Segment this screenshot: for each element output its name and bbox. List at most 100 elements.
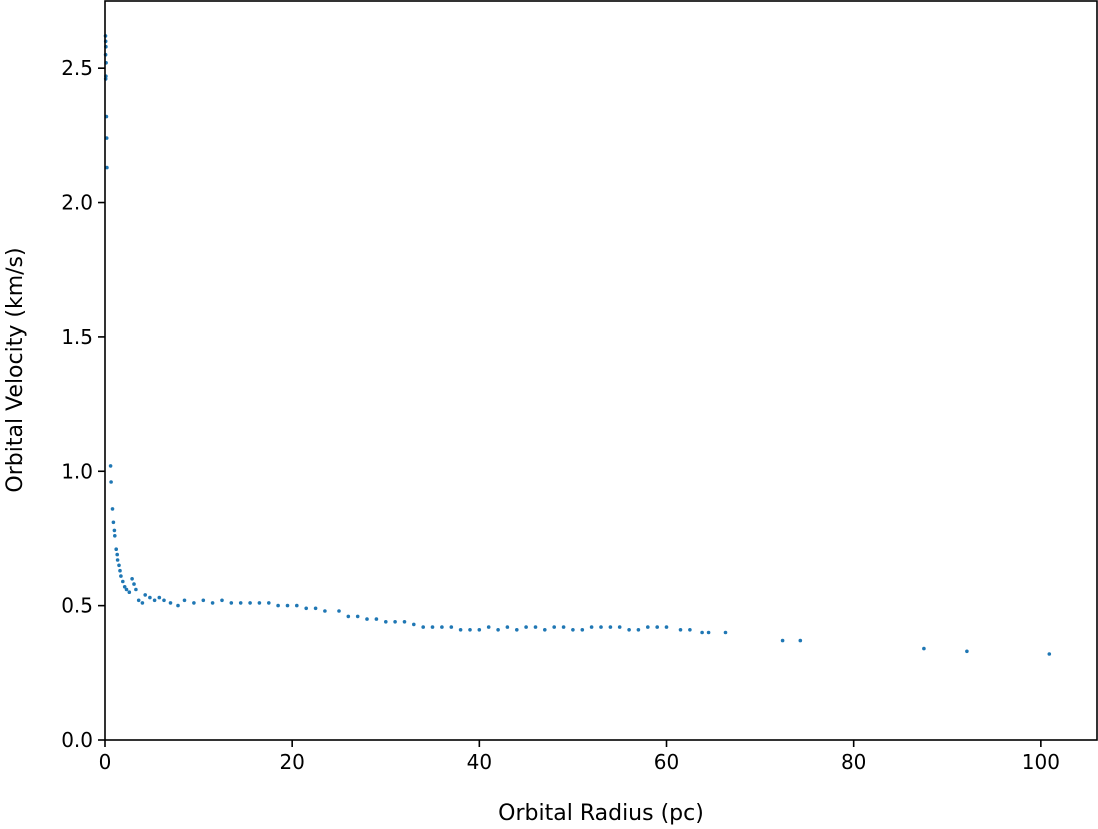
data-point [124, 587, 129, 592]
x-tick-label: 40 [467, 750, 492, 774]
data-point [267, 601, 271, 605]
data-point [176, 603, 180, 608]
data-point [965, 649, 969, 654]
data-point [580, 628, 585, 632]
data-point [798, 638, 803, 643]
data-point [323, 609, 327, 613]
data-point [313, 606, 318, 611]
data-point [458, 628, 463, 632]
data-point [355, 614, 360, 619]
data-point [276, 603, 280, 608]
data-point [109, 480, 113, 484]
data-point [285, 603, 290, 608]
data-point [561, 625, 566, 629]
data-point [113, 534, 117, 538]
data-point [121, 579, 125, 584]
data-point [105, 165, 109, 170]
data-point [723, 630, 728, 635]
data-point [136, 598, 141, 603]
data-point [688, 628, 692, 632]
data-point [440, 625, 444, 629]
data-point [486, 625, 491, 629]
data-point [168, 601, 173, 605]
plot-frame [104, 0, 1098, 741]
y-tick-label: 0.0 [61, 728, 93, 752]
data-point [248, 601, 252, 605]
data-point [477, 628, 482, 632]
data-point [238, 601, 243, 605]
data-point [496, 628, 500, 632]
y-tick-label: 0.5 [61, 594, 93, 618]
data-point [229, 601, 234, 605]
y-tick-label: 2.5 [61, 56, 93, 80]
data-point [337, 609, 341, 613]
data-point [108, 464, 113, 468]
data-points [103, 34, 1052, 656]
data-point [552, 625, 556, 629]
data-point [636, 628, 641, 632]
data-point [257, 601, 262, 605]
y-axis: 0.0 0.5 1.0 1.5 2.0 2.5 [61, 56, 105, 752]
data-point [110, 507, 115, 511]
data-point [119, 574, 123, 578]
data-point [112, 528, 117, 533]
data-point [115, 552, 119, 557]
y-tick-label: 2.0 [61, 191, 93, 215]
x-tick-label: 20 [279, 750, 304, 774]
data-point [664, 625, 669, 629]
data-point [646, 625, 650, 629]
data-point [384, 620, 388, 624]
data-point [571, 628, 575, 632]
data-point [201, 598, 206, 603]
data-point [402, 620, 407, 624]
data-point [117, 563, 121, 568]
data-point [515, 628, 519, 632]
data-point [304, 606, 309, 611]
x-tick-label: 60 [654, 750, 679, 774]
data-point [148, 595, 152, 600]
data-point [543, 628, 547, 632]
data-point [608, 625, 613, 629]
data-point [922, 646, 926, 651]
data-point [192, 601, 196, 605]
data-point [505, 625, 510, 629]
data-point [365, 617, 369, 621]
data-point [706, 630, 711, 635]
data-point [295, 603, 299, 608]
data-point [430, 625, 435, 629]
data-point [111, 520, 116, 525]
data-point [132, 582, 136, 586]
data-point [617, 625, 622, 629]
data-point [122, 585, 127, 589]
data-point [143, 593, 147, 597]
x-tick-label: 100 [1022, 750, 1060, 774]
x-axis: 0 20 40 60 80 100 [99, 740, 1060, 774]
data-point [220, 598, 224, 603]
data-point [114, 547, 118, 551]
x-tick-label: 80 [841, 750, 866, 774]
data-point [1047, 652, 1052, 656]
data-point [449, 625, 454, 629]
data-point [152, 598, 157, 603]
x-axis-title: Orbital Radius (pc) [498, 801, 704, 826]
data-point [127, 590, 132, 594]
data-point [157, 595, 162, 600]
data-point [655, 625, 659, 629]
data-point [468, 628, 472, 632]
data-point [210, 601, 215, 605]
data-point [393, 620, 397, 624]
data-point [599, 625, 603, 629]
data-point [182, 598, 187, 603]
data-point [140, 601, 145, 605]
data-point [533, 625, 538, 629]
data-point [134, 587, 138, 592]
y-axis-title: Orbital Velocity (km/s) [3, 247, 28, 492]
data-point [130, 577, 134, 581]
data-point [627, 628, 631, 632]
data-point [780, 638, 785, 643]
data-point [524, 625, 528, 629]
data-point [118, 568, 122, 573]
data-point [374, 617, 379, 621]
data-point [346, 614, 351, 619]
